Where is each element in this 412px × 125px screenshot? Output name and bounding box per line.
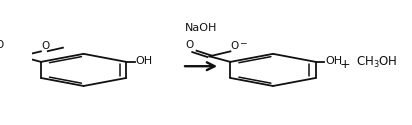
Text: −: − [239, 39, 246, 48]
Text: O: O [231, 41, 239, 51]
Text: OH: OH [136, 56, 153, 66]
Text: +: + [340, 58, 350, 71]
Text: NaOH: NaOH [185, 23, 217, 33]
Text: O: O [41, 41, 49, 51]
Text: CH$_3$OH: CH$_3$OH [356, 55, 398, 70]
Text: OH: OH [325, 56, 342, 66]
Text: O: O [0, 40, 4, 50]
Text: O: O [185, 40, 193, 50]
